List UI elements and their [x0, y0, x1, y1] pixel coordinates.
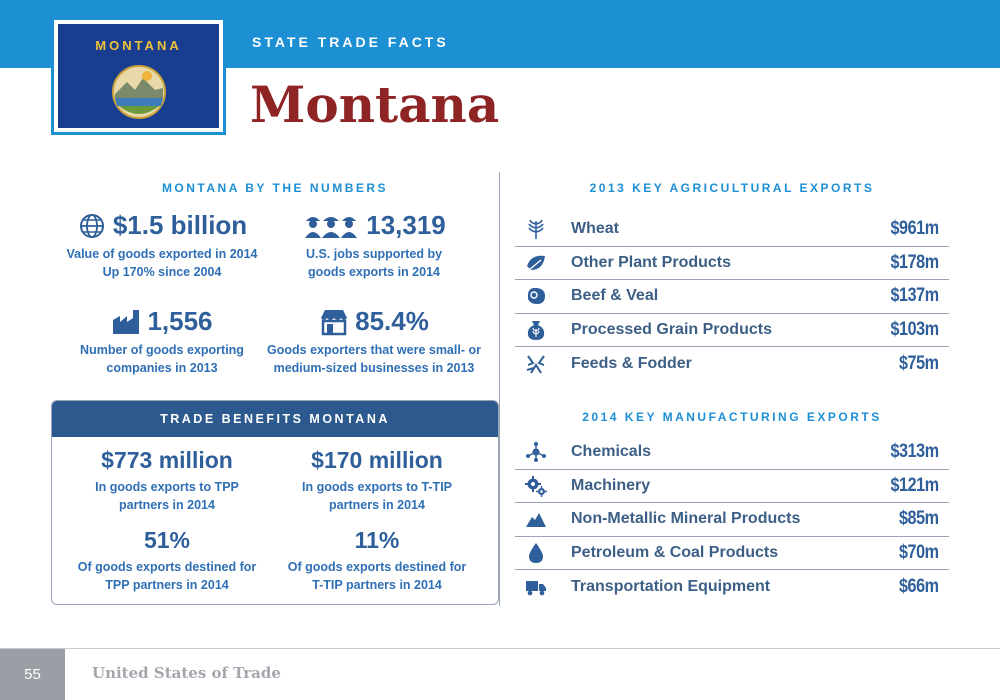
- stat-desc-line: Value of goods exported in 2014: [66, 247, 258, 261]
- benefit-value: $170 million: [311, 447, 443, 473]
- molecule-icon: [526, 442, 546, 463]
- export-row: Chemicals $313m: [515, 436, 949, 470]
- export-value: $137m: [890, 285, 940, 307]
- benefit-desc-line: Of goods exports destined for: [287, 560, 467, 574]
- factory-icon: [113, 309, 140, 334]
- page-number: 55: [0, 649, 65, 700]
- export-value: $85m: [899, 508, 939, 530]
- agricultural-heading: 2013 KEY AGRICULTURAL EXPORTS: [589, 181, 875, 195]
- workers-icon: [305, 216, 358, 238]
- export-name: Machinery: [571, 476, 651, 494]
- wheat-icon: [528, 219, 544, 240]
- export-value: $313m: [890, 441, 940, 463]
- export-name: Beef & Veal: [571, 287, 659, 305]
- page-title: Montana: [250, 75, 500, 134]
- stat-desc-line: Goods exporters that were small- or: [267, 343, 481, 357]
- benefit-value: 51%: [143, 527, 191, 553]
- stat-value: 85.4%: [355, 306, 429, 336]
- export-name: Chemicals: [571, 443, 652, 461]
- oil-drop-icon: [529, 542, 543, 563]
- benefit-desc-line: T-TIP partners in 2014: [312, 578, 442, 592]
- section-label: STATE TRADE FACTS: [252, 34, 449, 50]
- export-value: $103m: [890, 318, 940, 340]
- manufacturing-heading: 2014 KEY MANUFACTURING EXPORTS: [582, 410, 882, 424]
- export-name: Transportation Equipment: [571, 577, 771, 595]
- stat-desc-line: medium-sized businesses in 2013: [273, 361, 475, 375]
- benefit-desc-line: Of goods exports destined for: [77, 560, 257, 574]
- export-row: Petroleum & Coal Products $70m: [515, 537, 949, 570]
- stat-jobs: 13,319 U.S. jobs supported by goods expo…: [263, 210, 485, 281]
- benefit-desc-line: TPP partners in 2014: [105, 578, 229, 592]
- agricultural-export-list: Wheat $961m Other Plant Products $178m B…: [515, 213, 949, 381]
- benefit-ttip-share: 11% Of goods exports destined for T-TIP …: [272, 527, 482, 594]
- export-row: Processed Grain Products $103m: [515, 314, 949, 347]
- stat-desc-line: companies in 2013: [106, 361, 218, 375]
- trade-benefits-box: TRADE BENEFITS MONTANA $773 million In g…: [51, 400, 499, 605]
- stat-value: 1,556: [147, 306, 213, 336]
- numbers-heading: MONTANA BY THE NUMBERS: [161, 181, 389, 195]
- export-value: $70m: [899, 541, 939, 563]
- export-row: Wheat $961m: [515, 213, 949, 247]
- grain-sack-icon: [527, 320, 545, 340]
- fodder-icon: [526, 355, 545, 374]
- benefit-desc-line: In goods exports to TPP: [95, 480, 239, 494]
- benefit-desc-line: partners in 2014: [119, 498, 215, 512]
- export-name: Non-Metallic Mineral Products: [571, 510, 801, 528]
- stat-desc-line: goods exports in 2014: [308, 265, 440, 279]
- truck-icon: [526, 580, 546, 596]
- export-row: Transportation Equipment $66m: [515, 570, 949, 604]
- export-name: Other Plant Products: [571, 253, 732, 271]
- export-value: $66m: [899, 575, 939, 597]
- globe-icon: [79, 213, 104, 238]
- stat-desc-line: Number of goods exporting: [80, 343, 244, 357]
- stat-desc-line: Up 170% since 2004: [102, 265, 222, 279]
- column-divider: [499, 172, 500, 606]
- export-name: Wheat: [571, 220, 619, 238]
- publication-name: United States of Trade: [92, 664, 281, 682]
- state-seal-icon: [111, 65, 166, 119]
- export-row: Feeds & Fodder $75m: [515, 347, 949, 381]
- benefit-value: 11%: [354, 527, 400, 553]
- stat-value: 13,319: [366, 210, 446, 240]
- footer-divider: [0, 648, 1000, 649]
- stat-small-business: 85.4% Goods exporters that were small- o…: [263, 306, 485, 377]
- flag-text: MONTANA: [95, 38, 182, 53]
- steak-icon: [528, 288, 545, 305]
- stat-desc-line: U.S. jobs supported by: [305, 247, 443, 261]
- storefront-icon: [321, 309, 348, 335]
- export-name: Processed Grain Products: [571, 320, 772, 338]
- export-row: Non-Metallic Mineral Products $85m: [515, 503, 949, 537]
- benefit-desc-line: partners in 2014: [329, 498, 425, 512]
- export-row: Machinery $121m: [515, 470, 949, 503]
- benefit-tpp-share: 51% Of goods exports destined for TPP pa…: [62, 527, 272, 594]
- stat-value: $1.5 billion: [112, 210, 248, 240]
- benefit-value: $773 million: [101, 447, 233, 473]
- benefit-desc-line: In goods exports to T-TIP: [302, 480, 452, 494]
- leaf-icon: [527, 255, 545, 271]
- export-row: Other Plant Products $178m: [515, 247, 949, 280]
- stat-goods-value: $1.5 billion Value of goods exported in …: [51, 210, 273, 281]
- benefit-tpp-value: $773 million In goods exports to TPP par…: [62, 447, 272, 514]
- state-flag: MONTANA: [51, 17, 226, 135]
- export-value: $121m: [890, 474, 940, 496]
- stat-exporting-companies: 1,556 Number of goods exporting companie…: [51, 306, 273, 377]
- export-value: $75m: [899, 352, 939, 374]
- export-name: Petroleum & Coal Products: [571, 543, 779, 561]
- flag-field: MONTANA: [58, 24, 219, 128]
- export-value: $961m: [890, 218, 940, 240]
- export-row: Beef & Veal $137m: [515, 280, 949, 314]
- export-name: Feeds & Fodder: [571, 354, 692, 372]
- export-value: $178m: [890, 251, 940, 273]
- gears-icon: [525, 475, 547, 497]
- benefit-ttip-value: $170 million In goods exports to T-TIP p…: [272, 447, 482, 514]
- mountain-icon: [526, 513, 546, 528]
- benefits-heading: TRADE BENEFITS MONTANA: [52, 401, 498, 437]
- manufacturing-export-list: Chemicals $313m Machinery $121m Non-Meta…: [515, 436, 949, 604]
